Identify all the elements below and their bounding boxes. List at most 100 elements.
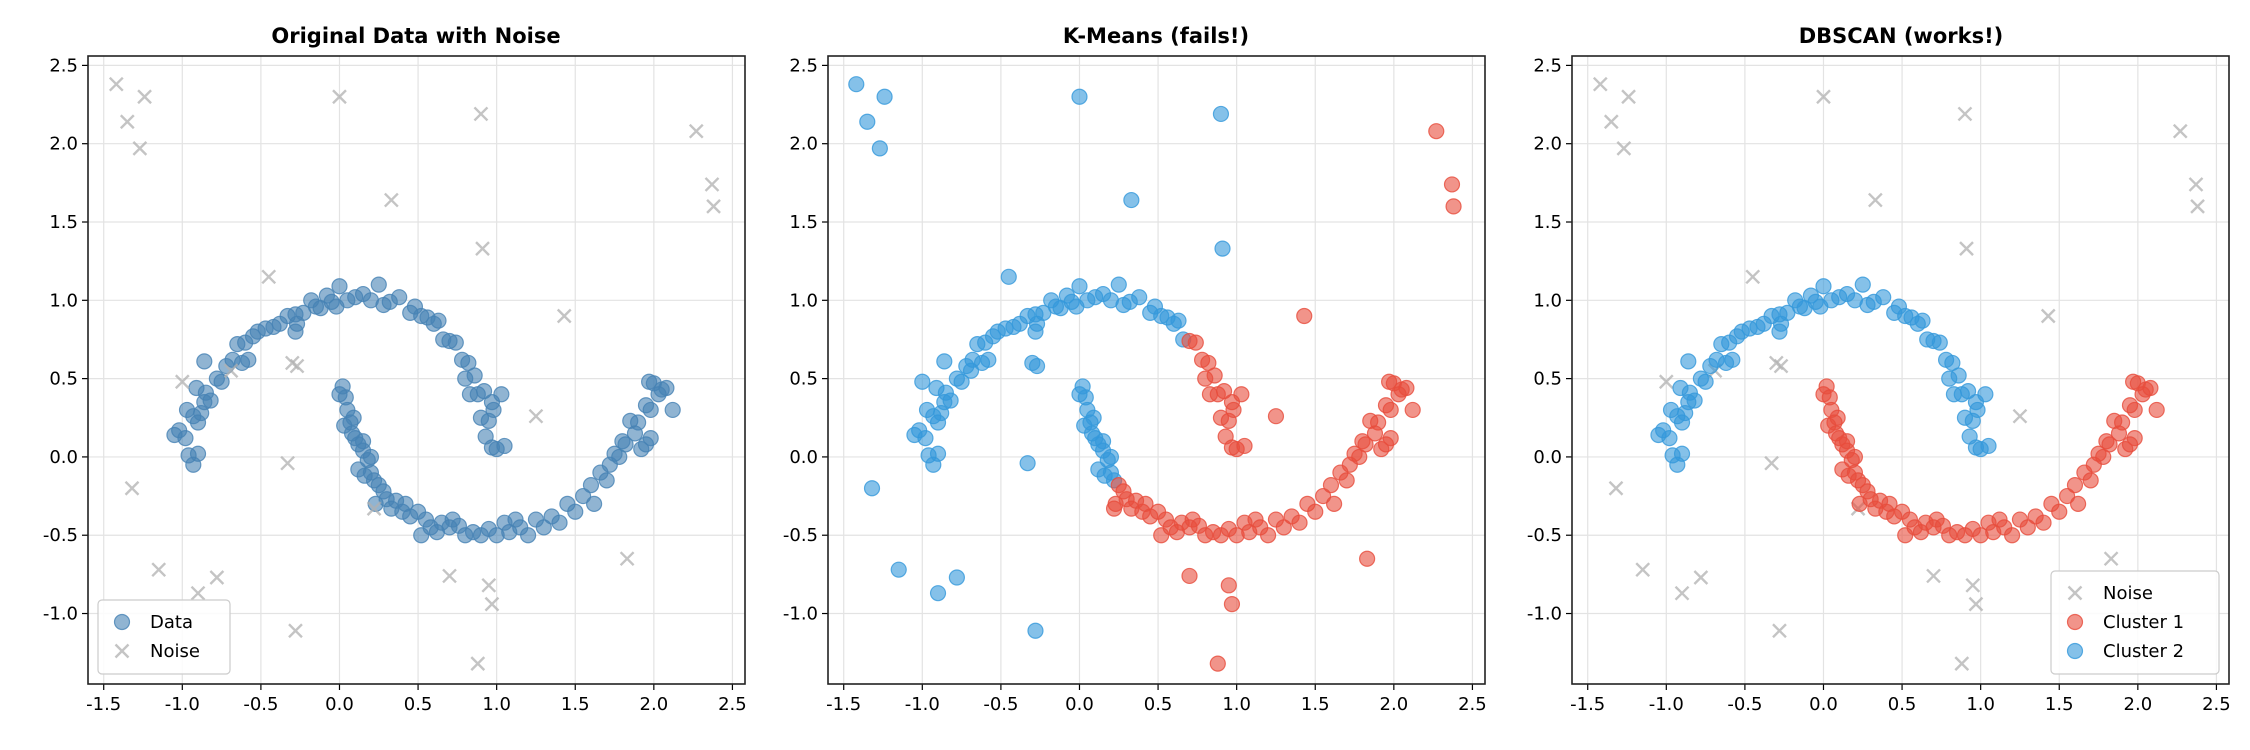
cluster-1-point (2101, 436, 2118, 453)
noise-point (1621, 89, 1636, 105)
noise-point (528, 408, 544, 424)
noise-point (108, 76, 124, 92)
data-point (240, 351, 257, 368)
noise-point (384, 192, 399, 208)
data-point (189, 445, 207, 462)
data-point (641, 373, 658, 390)
noise-point (1764, 455, 1779, 471)
kmeans-cluster-a-point (1212, 105, 1230, 123)
data-point (626, 425, 644, 442)
noise-point (2012, 408, 2028, 424)
y-tick-label: 0.5 (1533, 369, 1562, 390)
noise-point (132, 141, 148, 156)
kmeans-cluster-b-point (1296, 307, 1313, 325)
x-tick-label: 2.5 (2202, 694, 2231, 715)
noise-point (289, 358, 305, 374)
cluster-2-point (1812, 298, 1829, 315)
x-tick-label: -1.5 (86, 694, 121, 715)
legend-label: Noise (2103, 583, 2153, 604)
kmeans-cluster-b-point (1322, 477, 1340, 494)
kmeans-cluster-b-point (1404, 401, 1421, 419)
cluster-1-point (2066, 477, 2084, 494)
data-point (461, 386, 479, 403)
noise-point (1773, 358, 1789, 374)
cluster-2-point (1967, 394, 1985, 411)
noise-point (2172, 123, 2188, 139)
y-tick-label: 2.5 (49, 55, 78, 76)
data-point (331, 278, 348, 295)
legend-label: Noise (150, 641, 200, 662)
noise-point (1968, 596, 1984, 612)
data-point (430, 312, 447, 329)
y-tick-label: 0.0 (789, 447, 818, 468)
cluster-1-point (2035, 514, 2052, 531)
kmeans-cluster-b-point (1377, 436, 1395, 453)
legend-x-marker (2067, 585, 2083, 601)
cluster-1-point (2082, 472, 2099, 489)
kmeans-cluster-b-point (1209, 655, 1226, 672)
data-point (535, 519, 552, 536)
y-tick-label: -0.5 (783, 525, 818, 546)
y-tick-label: 1.0 (789, 290, 818, 311)
x-tick-label: 2.0 (640, 694, 669, 715)
kmeans-cluster-a-point (942, 392, 959, 409)
noise-point (2040, 308, 2056, 324)
x-tick-label: 0.0 (1809, 694, 1838, 715)
data-point (196, 353, 213, 370)
kmeans-cluster-b-point (1359, 550, 1376, 567)
axes-frame (1571, 55, 2230, 685)
y-tick-label: 1.0 (1533, 290, 1562, 311)
legend-label: Cluster 1 (2103, 612, 2184, 633)
kmeans-cluster-b-point (1201, 386, 1219, 403)
noise-point (704, 177, 720, 192)
noise-point (1608, 480, 1624, 496)
kmeans-cluster-b-point (1445, 198, 1462, 215)
cluster-1-point (1846, 448, 1864, 466)
noise-point (1616, 141, 1632, 156)
legend: Noise Cluster 1 Cluster 2 (2050, 570, 2220, 675)
y-tick-label: -0.5 (43, 525, 78, 546)
data-point (567, 503, 584, 520)
x-tick-label: 2.0 (1380, 694, 1409, 715)
y-tick-label: 0.5 (49, 369, 78, 390)
data-point (519, 527, 537, 544)
x-tick-label: 1.0 (1222, 694, 1251, 715)
cluster-2-point (1950, 367, 1967, 384)
data-point (551, 514, 568, 531)
panel-1-title: Original Data with Noise (271, 24, 560, 48)
noise-point (1868, 192, 1883, 208)
cluster-2-point (1772, 315, 1790, 332)
y-tick-label: -0.5 (1527, 525, 1562, 546)
cluster-1-point (2125, 373, 2142, 390)
data-point (575, 487, 592, 505)
kmeans-cluster-b-point (1398, 379, 1415, 397)
cluster-1-point (2051, 503, 2068, 520)
kmeans-cluster-a-point (914, 373, 931, 390)
x-tick-label: 2.5 (1458, 694, 1487, 715)
x-tick-label: -1.0 (905, 694, 940, 715)
cluster-2-point (1875, 289, 1892, 306)
axes-frame (827, 55, 1486, 685)
noise-point (366, 501, 382, 516)
x-tick-label: 1.5 (2045, 694, 2074, 715)
kmeans-cluster-b-point (1259, 527, 1277, 544)
legend-x-marker (114, 643, 130, 659)
kmeans-cluster-a-point (1071, 278, 1088, 295)
data-point (370, 276, 387, 293)
kmeans-cluster-a-point (1214, 240, 1231, 257)
cluster-1-point (2142, 379, 2159, 397)
noise-point (1635, 562, 1651, 578)
y-tick-label: -1.0 (783, 604, 818, 625)
kmeans-cluster-b-point (1315, 487, 1332, 505)
y-tick-label: 2.0 (1533, 134, 1562, 155)
kmeans-cluster-b-point (1223, 596, 1241, 613)
panel-3: -1.5 -1.0 -0.5 0.0 0.5 1.0 1.5 2.0 2.5 -1.0 -0.5 0.… (1527, 55, 2231, 715)
kmeans-cluster-a-point (1170, 312, 1187, 329)
noise-point (223, 363, 239, 379)
noise-point (475, 241, 490, 256)
data-point (328, 298, 345, 315)
noise-point (1772, 623, 1787, 639)
kmeans-cluster-a-point (1068, 298, 1085, 315)
x-tick-label: 0.5 (404, 694, 433, 715)
